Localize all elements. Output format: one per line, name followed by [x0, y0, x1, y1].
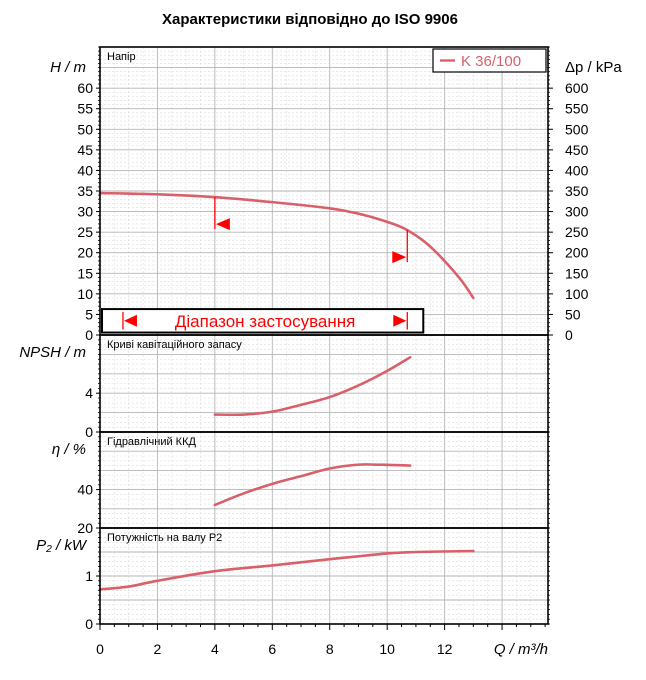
y-tick-label: 15	[77, 265, 93, 281]
panel-label: Потужність на валу P2	[107, 532, 222, 544]
range-end-arrow	[393, 314, 407, 327]
y-tick-label: 50	[77, 121, 93, 137]
x-tick-label: 8	[326, 641, 334, 657]
x-tick-label: 4	[211, 641, 219, 657]
grid-layer	[100, 47, 548, 624]
y-right-tick-label: 100	[565, 286, 589, 302]
x-axis-label: Q / m³/h	[494, 641, 548, 658]
x-tick-label: 12	[437, 641, 453, 657]
series-curve-eff	[213, 463, 412, 507]
panel-label: Криві кавітаційного запасу	[107, 339, 242, 351]
y-right-tick-label: 500	[565, 121, 589, 137]
y-tick-label: 0	[85, 424, 93, 440]
y-tick-label: 0	[85, 616, 93, 632]
x-tick-label: 0	[96, 641, 104, 657]
curve-layer	[98, 191, 475, 591]
range-marker-arrow	[215, 218, 230, 231]
y-right-tick-label: 200	[565, 245, 589, 261]
label-layer: Напір05101520253035404550556005010015020…	[19, 48, 622, 658]
y-right-tick-label: 350	[565, 183, 589, 199]
y-tick-label: 0	[85, 327, 93, 343]
y-right-tick-label: 400	[565, 162, 589, 178]
range-label: Діапазон застосування	[175, 312, 355, 331]
y-tick-label: 55	[77, 101, 93, 117]
range-label-box	[101, 308, 425, 334]
range-start-arrow	[123, 314, 137, 327]
series-curve-npsh	[213, 356, 412, 417]
y-axis-label: P₂ / kW	[36, 537, 88, 554]
panel-label: Гідравлічний ККД	[107, 436, 196, 448]
legend-box	[432, 48, 547, 73]
y-axis-label-right: Δp / kPa	[565, 59, 622, 76]
panel-label: Напір	[107, 51, 136, 63]
y-right-tick-label: 0	[565, 327, 573, 343]
y-right-tick-label: 550	[565, 101, 589, 117]
y-tick-label: 25	[77, 224, 93, 240]
series-curve-head	[98, 191, 475, 300]
x-tick-label: 2	[154, 641, 162, 657]
legend-label: K 36/100	[461, 53, 521, 70]
y-tick-label: 45	[77, 142, 93, 158]
y-axis-label: NPSH / m	[19, 344, 86, 361]
y-right-tick-label: 600	[565, 80, 589, 96]
y-right-tick-label: 150	[565, 265, 589, 281]
y-tick-label: 40	[77, 162, 93, 178]
y-tick-label: 20	[77, 520, 93, 536]
y-tick-label: 20	[77, 245, 93, 261]
frame-layer	[96, 46, 553, 630]
range-marker-arrow	[392, 251, 407, 264]
y-tick-label: 4	[85, 385, 93, 401]
y-tick-label: 40	[77, 482, 93, 498]
y-tick-label: 5	[85, 306, 93, 322]
y-axis-label: H / m	[50, 59, 86, 76]
y-tick-label: 60	[77, 80, 93, 96]
y-right-tick-label: 250	[565, 224, 589, 240]
y-tick-label: 10	[77, 286, 93, 302]
x-tick-label: 10	[379, 641, 395, 657]
y-right-tick-label: 50	[565, 306, 581, 322]
series-curve-power	[98, 549, 475, 591]
chart-title: Характеристики відповідно до ISO 9906	[162, 11, 458, 28]
y-tick-label: 1	[85, 568, 93, 584]
y-tick-label: 35	[77, 183, 93, 199]
y-right-tick-label: 450	[565, 142, 589, 158]
y-right-tick-label: 300	[565, 204, 589, 220]
x-tick-label: 6	[268, 641, 276, 657]
y-tick-label: 30	[77, 204, 93, 220]
y-axis-label: η / %	[52, 441, 86, 458]
